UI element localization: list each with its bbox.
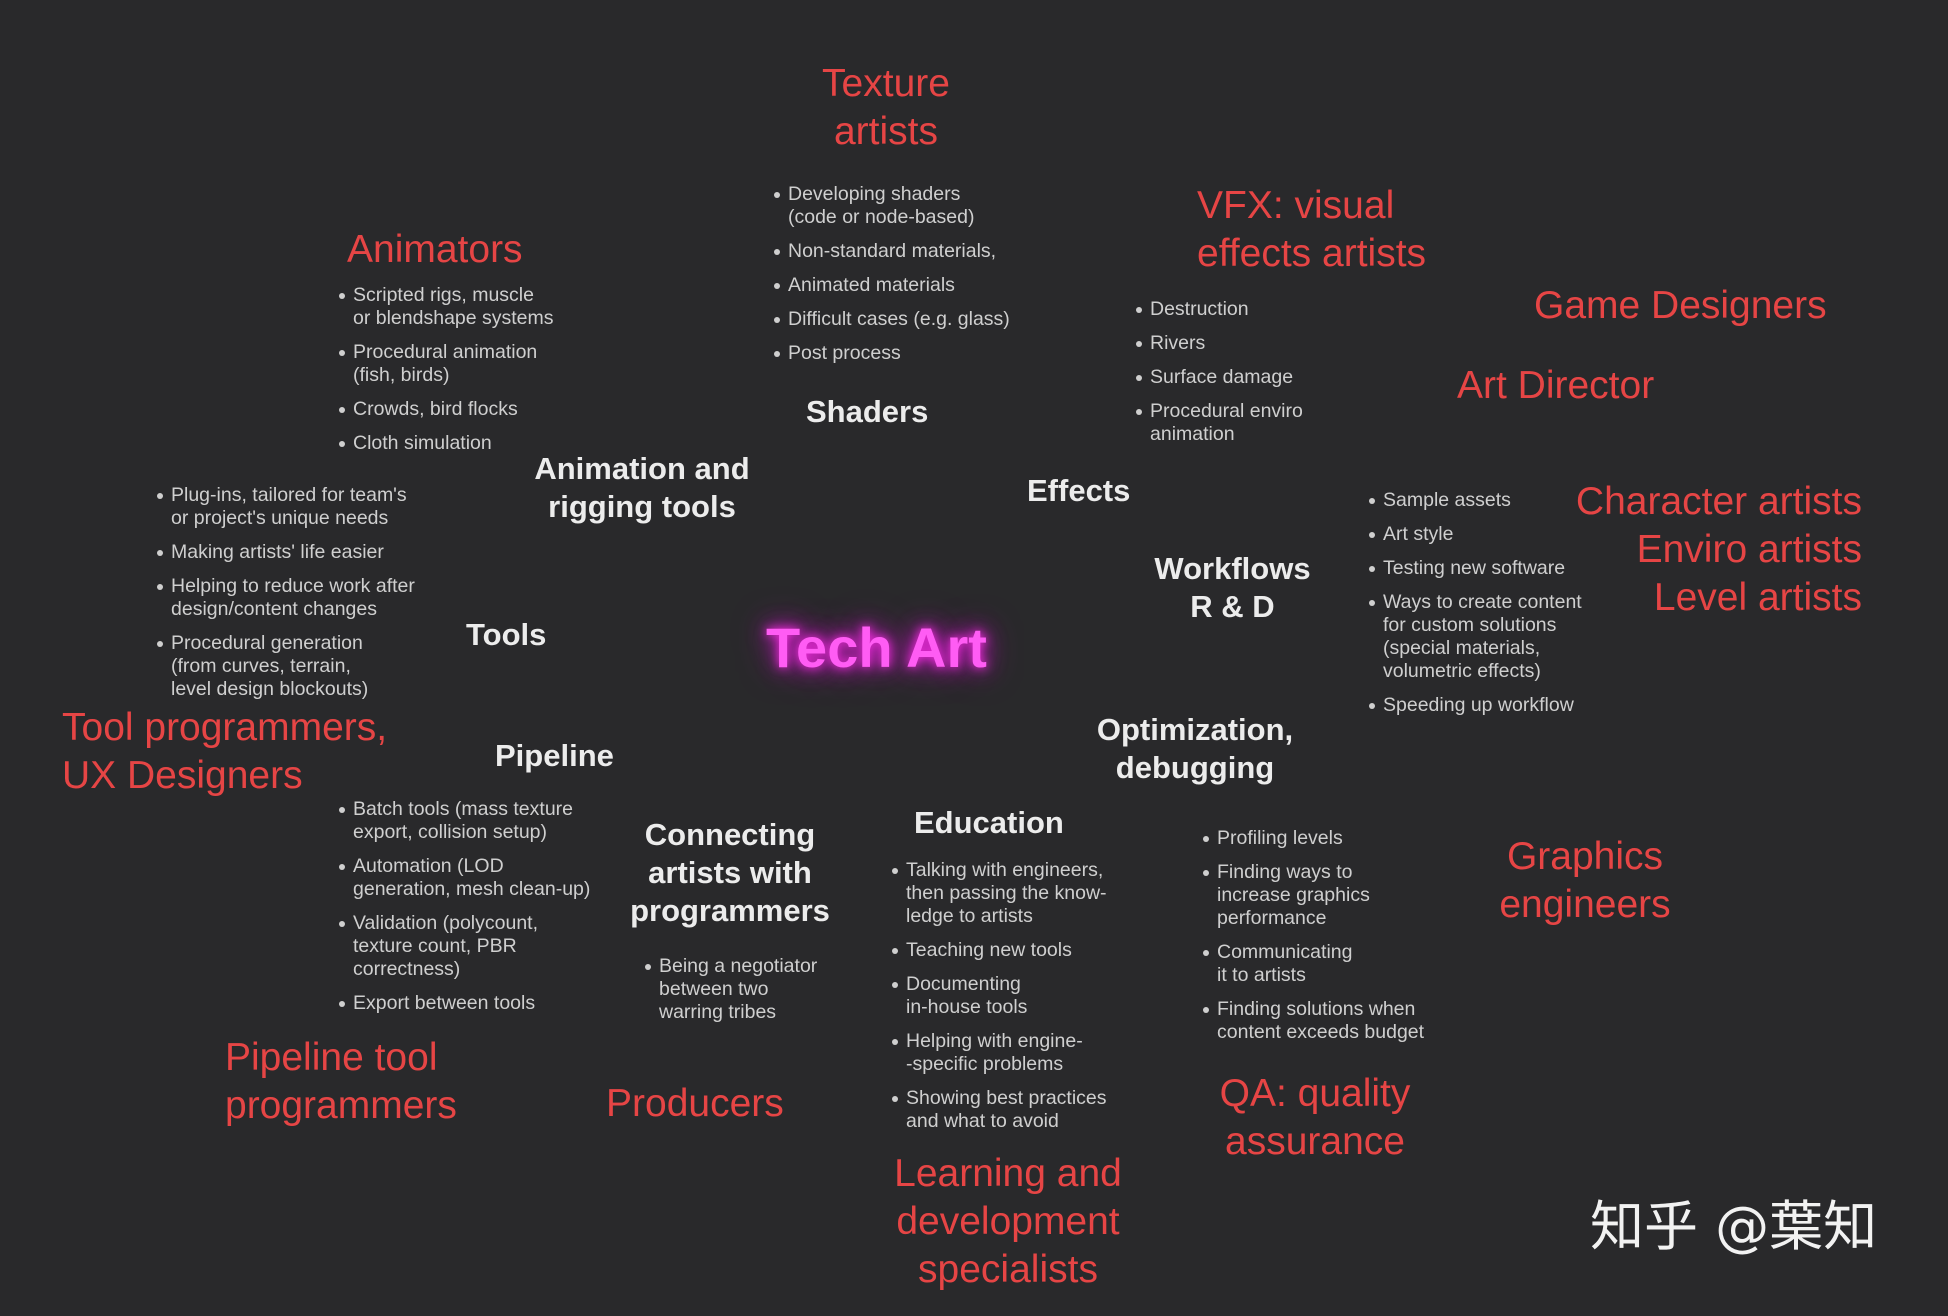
category-workflows-rnd: Workflows R & D: [1154, 551, 1311, 624]
effects-bullet-item: Rivers: [1134, 332, 1303, 355]
role-level-artists: Level artists: [1653, 576, 1862, 619]
effects-bullet-item: Surface damage: [1134, 366, 1303, 389]
role-graphics-engineers: Graphics engineers: [1499, 835, 1671, 926]
role-animators: Animators: [347, 228, 523, 271]
pipeline-bullet-item: Validation (polycount, texture count, PB…: [337, 912, 590, 981]
role-character-artists: Character artists: [1575, 480, 1862, 523]
center-title: Tech Art: [766, 616, 987, 679]
animators-bullet-item: Cloth simulation: [337, 432, 554, 455]
optimization-list: Profiling levels Finding ways to increase…: [1201, 827, 1424, 1055]
education-bullet-item: Showing best practices and what to avoid: [890, 1087, 1107, 1133]
role-qa: QA: quality assurance: [1219, 1072, 1411, 1163]
shaders-bullet-item: Animated materials: [772, 274, 1010, 297]
connecting-list: Being a negotiator between two warring t…: [643, 955, 817, 1035]
shaders-bullet-item: Non-standard materials,: [772, 240, 1010, 263]
category-effects: Effects: [1027, 473, 1131, 508]
tools-list: Plug-ins, tailored for team's or project…: [155, 484, 415, 712]
category-shaders: Shaders: [806, 394, 929, 429]
role-game-designers: Game Designers: [1534, 284, 1827, 327]
role-vfx-artists: VFX: visual effects artists: [1197, 184, 1427, 275]
category-pipeline: Pipeline: [495, 738, 614, 773]
category-tools: Tools: [466, 617, 547, 652]
tools-bullet-item: Helping to reduce work after design/cont…: [155, 575, 415, 621]
optimization-bullet-item: Profiling levels: [1201, 827, 1424, 850]
category-animation-rigging: Animation and rigging tools: [534, 451, 750, 524]
watermark: 知乎 @葉知: [1590, 1195, 1878, 1258]
animators-bullet-item: Scripted rigs, muscle or blendshape syst…: [337, 284, 554, 330]
pipeline-bullet-item: Export between tools: [337, 992, 590, 1015]
tools-bullet-item: Procedural generation (from curves, terr…: [155, 632, 415, 701]
role-learning-development: Learning and development specialists: [894, 1152, 1122, 1291]
workflows-bullet-item: Art style: [1367, 523, 1582, 546]
optimization-bullet-item: Communicating it to artists: [1201, 941, 1424, 987]
category-education: Education: [914, 805, 1064, 840]
shaders-bullet-item: Post process: [772, 342, 1010, 365]
animators-list: Scripted rigs, muscle or blendshape syst…: [337, 284, 554, 466]
workflows-bullet-item: Speeding up workflow: [1367, 694, 1582, 717]
education-bullet-item: Talking with engineers, then passing the…: [890, 859, 1107, 928]
role-tool-programmers: Tool programmers, UX Designers: [62, 706, 388, 797]
tools-bullet-item: Plug-ins, tailored for team's or project…: [155, 484, 415, 530]
workflows-bullet-item: Ways to create content for custom soluti…: [1367, 591, 1582, 683]
category-optimization: Optimization, debugging: [1096, 712, 1294, 785]
education-bullet-item: Teaching new tools: [890, 939, 1107, 962]
effects-list: Destruction Rivers Surface damage Procedura…: [1134, 298, 1303, 457]
role-texture-artists: Texture artists: [822, 62, 950, 153]
optimization-bullet-item: Finding ways to increase graphics perfor…: [1201, 861, 1424, 930]
workflows-list: Sample assets Art style Testing new softwa…: [1367, 489, 1582, 728]
category-connecting: Connecting artists with programmers: [630, 817, 830, 928]
effects-bullet-item: Destruction: [1134, 298, 1303, 321]
animators-bullet-item: Procedural animation (fish, birds): [337, 341, 554, 387]
tools-bullet-item: Making artists' life easier: [155, 541, 415, 564]
pipeline-bullet-item: Automation (LOD generation, mesh clean-u…: [337, 855, 590, 901]
role-art-director: Art Director: [1457, 364, 1655, 407]
shaders-bullet-item: Developing shaders (code or node-based): [772, 183, 1010, 229]
connecting-bullet-item: Being a negotiator between two warring t…: [643, 955, 817, 1024]
workflows-bullet-item: Testing new software: [1367, 557, 1582, 580]
effects-bullet-item: Procedural enviro animation: [1134, 400, 1303, 446]
workflows-bullet-item: Sample assets: [1367, 489, 1582, 512]
education-bullet-item: Documenting in-house tools: [890, 973, 1107, 1019]
optimization-bullet-item: Finding solutions when content exceeds b…: [1201, 998, 1424, 1044]
role-enviro-artists: Enviro artists: [1636, 528, 1862, 571]
education-bullet-item: Helping with engine- -specific problems: [890, 1030, 1107, 1076]
shaders-list: Developing shaders (code or node-based) N…: [772, 183, 1010, 376]
shaders-bullet-item: Difficult cases (e.g. glass): [772, 308, 1010, 331]
education-list: Talking with engineers, then passing the…: [890, 859, 1107, 1144]
pipeline-bullet-item: Batch tools (mass texture export, collis…: [337, 798, 590, 844]
role-pipeline-tool-programmers: Pipeline tool programmers: [225, 1036, 457, 1127]
role-producers: Producers: [606, 1082, 784, 1125]
pipeline-list: Batch tools (mass texture export, collis…: [337, 798, 590, 1026]
animators-bullet-item: Crowds, bird flocks: [337, 398, 554, 421]
